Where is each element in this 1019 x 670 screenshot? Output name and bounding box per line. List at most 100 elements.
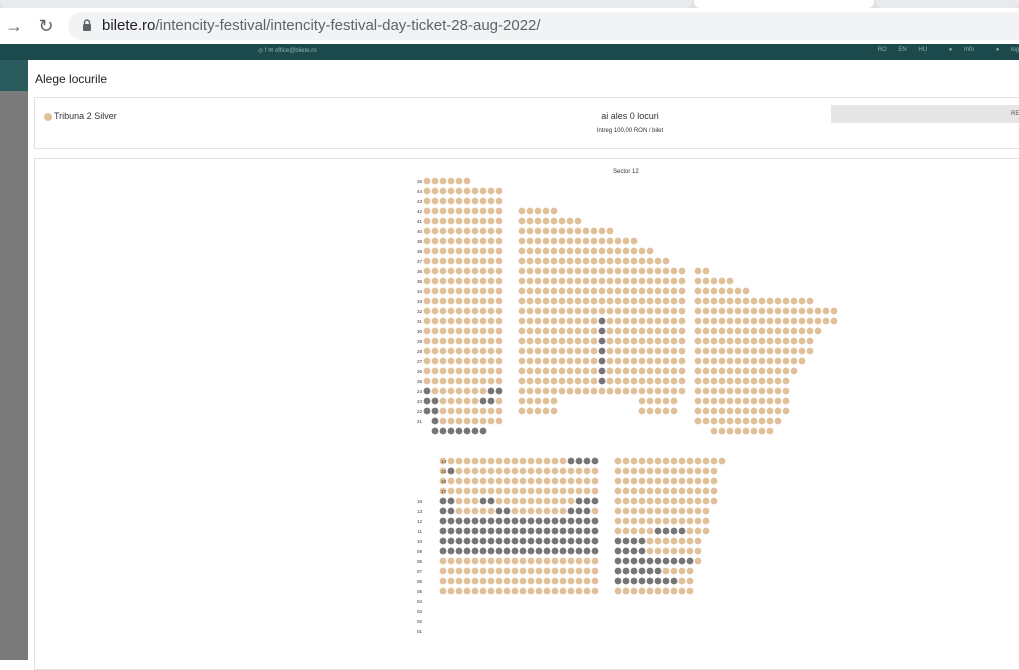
seat-available[interactable] [806,337,814,345]
seat-available[interactable] [766,397,774,405]
seat-available[interactable] [710,487,718,495]
contact-email[interactable]: office@bilete.ro [274,48,317,54]
seat-available[interactable] [694,557,702,565]
seat-available[interactable] [686,507,694,515]
seat-available[interactable] [646,547,654,555]
seat-available[interactable] [543,477,551,485]
seat-available[interactable] [518,337,526,345]
seat-available[interactable] [654,287,662,295]
seat-available[interactable] [439,457,447,465]
seat-available[interactable] [518,317,526,325]
seat-available[interactable] [566,387,574,395]
seat-available[interactable] [702,397,710,405]
seat-available[interactable] [431,287,439,295]
seat-available[interactable] [527,477,535,485]
seat-available[interactable] [479,237,487,245]
seat-available[interactable] [766,357,774,365]
seat-available[interactable] [638,587,646,595]
seat-available[interactable] [630,467,638,475]
seat-available[interactable] [439,347,447,355]
seat-available[interactable] [575,577,583,585]
seat-available[interactable] [790,357,798,365]
seat-available[interactable] [710,297,718,305]
seat-available[interactable] [567,497,575,505]
seat-available[interactable] [471,417,479,425]
seat-available[interactable] [590,367,598,375]
seat-available[interactable] [718,317,726,325]
seat-available[interactable] [646,257,654,265]
seat-available[interactable] [471,587,479,595]
seat-available[interactable] [479,267,487,275]
seat-available[interactable] [550,347,558,355]
seat-available[interactable] [726,357,734,365]
seat-available[interactable] [543,467,551,475]
seat-available[interactable] [439,307,447,315]
seat-available[interactable] [598,237,606,245]
seat-available[interactable] [455,357,463,365]
seat-available[interactable] [534,247,542,255]
seat-available[interactable] [766,307,774,315]
seat-available[interactable] [694,537,702,545]
seat-available[interactable] [830,307,838,315]
seat-available[interactable] [558,337,566,345]
seat-available[interactable] [455,307,463,315]
seat-available[interactable] [638,497,646,505]
seat-available[interactable] [479,417,487,425]
seat-available[interactable] [662,587,670,595]
seat-available[interactable] [518,397,526,405]
seat-available[interactable] [750,407,758,415]
seat-available[interactable] [471,567,479,575]
seat-available[interactable] [694,317,702,325]
seat-available[interactable] [726,277,734,285]
seat-available[interactable] [718,307,726,315]
seat-available[interactable] [471,257,479,265]
seat-available[interactable] [582,337,590,345]
seat-available[interactable] [678,507,686,515]
seat-available[interactable] [455,587,463,595]
seat-available[interactable] [479,347,487,355]
seat-available[interactable] [686,537,694,545]
seat-available[interactable] [766,427,774,435]
seat-available[interactable] [471,367,479,375]
seat-available[interactable] [463,377,471,385]
seat-available[interactable] [758,317,766,325]
seat-available[interactable] [598,247,606,255]
seat-available[interactable] [582,387,590,395]
seat-available[interactable] [678,337,686,345]
seat-available[interactable] [782,297,790,305]
seat-available[interactable] [455,387,463,395]
seat-available[interactable] [646,377,654,385]
seat-available[interactable] [479,377,487,385]
seat-available[interactable] [455,407,463,415]
seat-available[interactable] [622,517,630,525]
seat-available[interactable] [766,337,774,345]
seat-available[interactable] [567,577,575,585]
seat-available[interactable] [535,507,543,515]
seat-available[interactable] [590,227,598,235]
seat-available[interactable] [710,287,718,295]
seat-available[interactable] [774,317,782,325]
seat-available[interactable] [479,357,487,365]
seat-available[interactable] [750,297,758,305]
seat-available[interactable] [750,417,758,425]
seat-available[interactable] [439,367,447,375]
seat-available[interactable] [495,287,503,295]
seat-available[interactable] [654,467,662,475]
seat-available[interactable] [551,477,559,485]
seat-available[interactable] [598,387,606,395]
seat-available[interactable] [654,317,662,325]
forward-arrow-icon[interactable]: → [5,16,23,36]
seat-available[interactable] [694,367,702,375]
seat-available[interactable] [654,397,662,405]
seat-available[interactable] [479,567,487,575]
seat-available[interactable] [566,287,574,295]
seat-available[interactable] [575,557,583,565]
seat-available[interactable] [550,227,558,235]
seat-available[interactable] [662,507,670,515]
seat-available[interactable] [758,367,766,375]
seat-available[interactable] [487,237,495,245]
browser-tab-active[interactable] [694,0,874,8]
seat-available[interactable] [558,347,566,355]
seat-available[interactable] [511,467,519,475]
seat-available[interactable] [550,387,558,395]
